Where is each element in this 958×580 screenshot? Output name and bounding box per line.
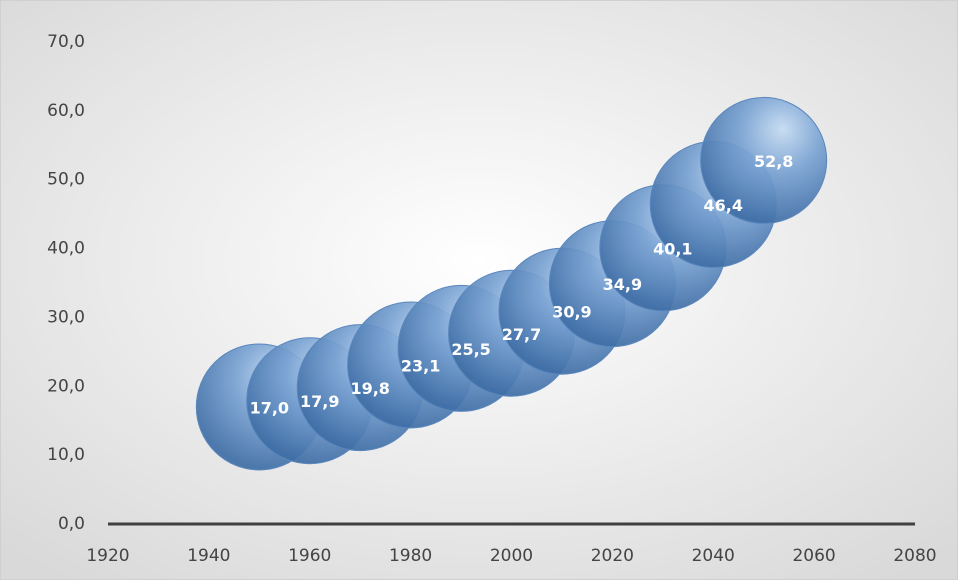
y-tick-label: 10,0 — [47, 445, 85, 465]
x-tick-label: 2000 — [490, 546, 533, 566]
x-tick-label: 2020 — [591, 546, 634, 566]
data-label: 34,9 — [603, 275, 642, 294]
data-label: 23,1 — [401, 356, 440, 375]
y-tick-label: 40,0 — [47, 239, 85, 259]
x-tick-label: 2060 — [792, 546, 835, 566]
data-label: 17,0 — [250, 398, 289, 417]
x-tick-label: 1960 — [288, 546, 331, 566]
data-label: 30,9 — [552, 303, 591, 322]
data-label: 17,9 — [300, 392, 339, 411]
x-tick-label: 2080 — [893, 546, 936, 566]
y-tick-label: 30,0 — [47, 307, 85, 327]
x-tick-label: 1980 — [389, 546, 432, 566]
data-label: 52,8 — [754, 152, 793, 171]
y-tick-label: 60,0 — [47, 101, 85, 121]
bubble — [700, 96, 828, 224]
data-label: 46,4 — [704, 196, 743, 215]
x-tick-label: 1940 — [187, 546, 230, 566]
x-tick-label: 2040 — [692, 546, 735, 566]
y-tick-label: 50,0 — [47, 170, 85, 190]
data-label: 19,8 — [350, 379, 389, 398]
data-label: 40,1 — [653, 239, 692, 258]
data-label: 27,7 — [502, 325, 541, 344]
x-tick-label: 1920 — [86, 546, 129, 566]
y-tick-label: 70,0 — [47, 32, 85, 52]
data-label: 25,5 — [451, 340, 490, 359]
y-tick-label: 20,0 — [47, 376, 85, 396]
y-tick-label: 0,0 — [58, 514, 85, 534]
